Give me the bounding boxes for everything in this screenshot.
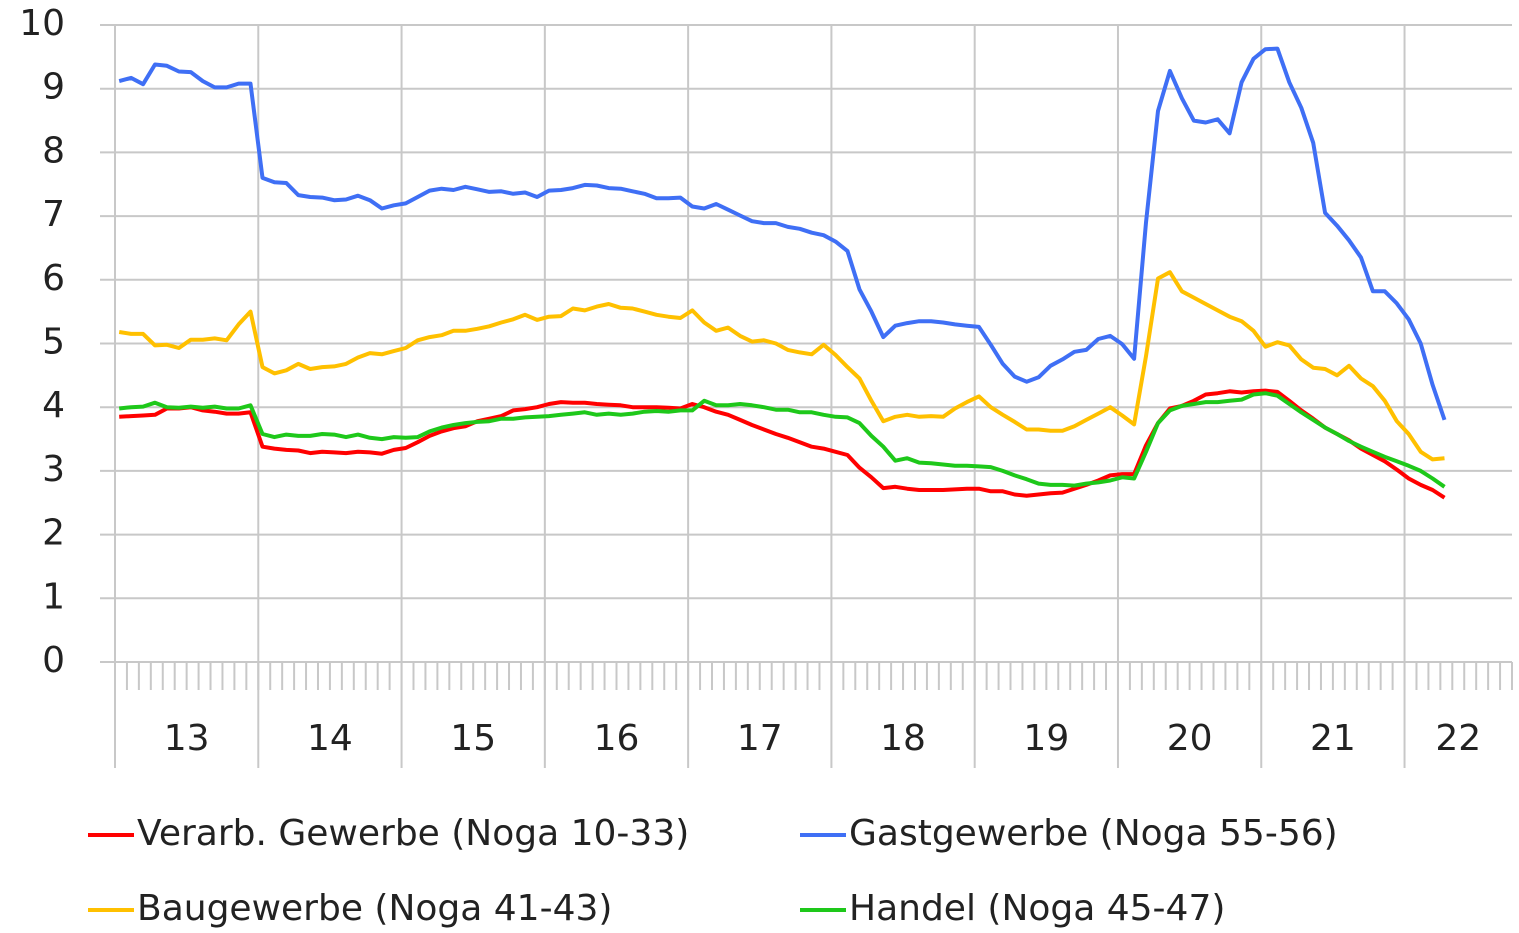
y-tick-label: 3: [42, 449, 65, 490]
legend-label: Baugewerbe (Noga 41-43): [137, 888, 612, 929]
y-tick-label: 8: [42, 130, 65, 171]
series-line: [118, 270, 1445, 462]
y-tick-label: 10: [19, 3, 65, 44]
series-line: [119, 388, 1446, 500]
legend-label: Gastgewerbe (Noga 55-56): [849, 813, 1338, 854]
x-tick-label: 19: [1023, 718, 1069, 759]
y-tick-label: 4: [42, 385, 65, 426]
x-tick-label: 20: [1167, 718, 1213, 759]
y-tick-label: 7: [42, 194, 65, 235]
series-line: [118, 391, 1446, 489]
legend-label: Handel (Noga 45-47): [849, 888, 1225, 929]
y-tick-label: 0: [42, 640, 65, 681]
y-tick-label: 5: [42, 322, 65, 363]
x-tick-label: 15: [450, 718, 496, 759]
y-tick-label: 1: [42, 576, 65, 617]
y-tick-label: 2: [42, 513, 65, 554]
x-tick-label: 21: [1310, 718, 1356, 759]
series-line: [118, 46, 1447, 421]
x-tick-label: 22: [1435, 718, 1481, 759]
legend-label: Verarb. Gewerbe (Noga 10-33): [137, 813, 689, 854]
x-tick-label: 13: [164, 718, 210, 759]
y-tick-label: 6: [42, 258, 65, 299]
x-tick-label: 16: [594, 718, 640, 759]
y-tick-label: 9: [42, 67, 65, 108]
x-tick-label: 18: [880, 718, 926, 759]
x-tick-label: 14: [307, 718, 353, 759]
x-tick-label: 17: [737, 718, 783, 759]
